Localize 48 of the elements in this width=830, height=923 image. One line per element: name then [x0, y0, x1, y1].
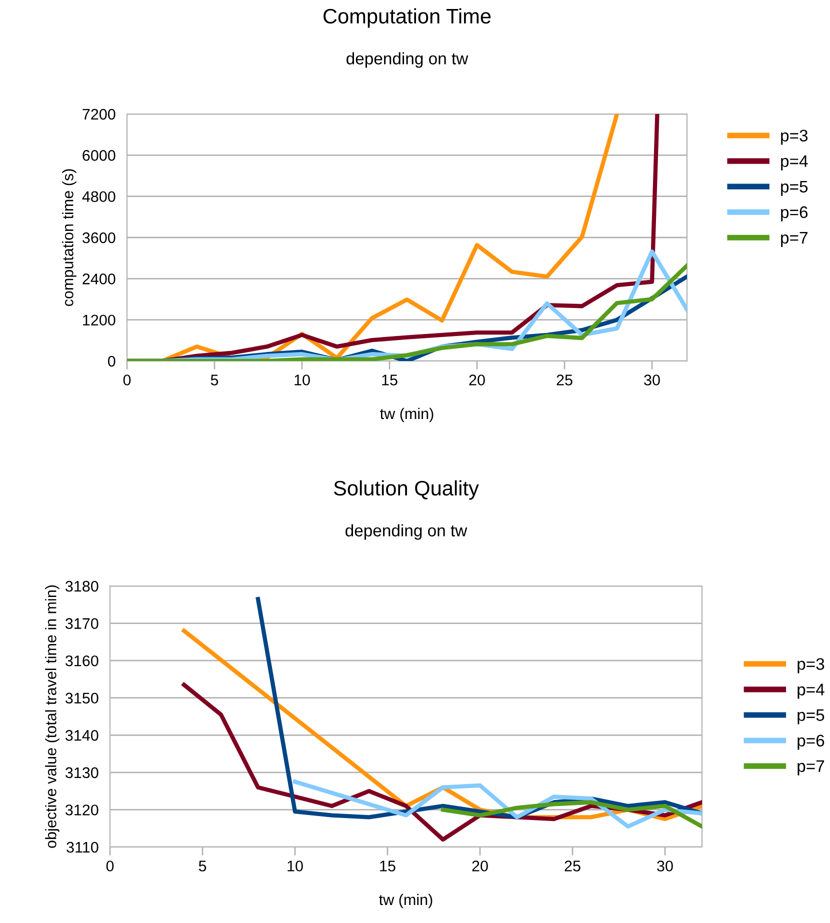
legend-label: p=5	[781, 180, 808, 196]
x-tick-label: 30	[657, 860, 673, 872]
y-tick-label: 3160	[65, 655, 98, 666]
y-tick-label: 1200	[83, 314, 116, 326]
x-tick-label: 15	[380, 860, 396, 872]
y-tick-label: 3150	[65, 692, 98, 704]
y-tick-label: 3140	[65, 730, 98, 741]
y-tick-label: 3170	[65, 618, 98, 629]
y-tick-label: 0	[108, 356, 116, 367]
legend-label: p=4	[781, 155, 808, 170]
x-axis-title: tw (min)	[380, 408, 434, 422]
y-axis-title: objective value (total travel time in min)	[45, 585, 60, 848]
legend-label: p=3	[798, 658, 824, 674]
y-axis-title: computation time (s)	[62, 169, 76, 306]
y-tick-label: 3120	[65, 804, 98, 816]
y-tick-label: 7200	[82, 108, 116, 120]
x-tick-label: 30	[644, 374, 660, 386]
x-tick-label: 10	[288, 860, 303, 872]
y-tick-label: 4800	[82, 191, 116, 202]
legend-label: p=3	[781, 130, 808, 145]
chart-title: Solution Quality	[334, 480, 479, 500]
y-tick-label: 3600	[82, 232, 116, 244]
legend-label: p=4	[798, 684, 824, 699]
x-tick-label: 25	[556, 374, 572, 386]
y-tick-label: 3180	[65, 580, 98, 592]
x-tick-label: 5	[210, 374, 218, 386]
x-tick-label: 0	[123, 374, 131, 386]
legend-label: p=5	[798, 709, 824, 724]
line-series	[292, 780, 702, 829]
x-tick-label: 5	[198, 860, 206, 872]
legend-label: p=6	[798, 734, 824, 750]
y-tick-label: 2400	[82, 274, 116, 284]
x-tick-label: 20	[472, 860, 488, 872]
chart-subtitle: depending on tw	[346, 524, 468, 540]
x-tick-label: 15	[382, 374, 398, 386]
chart-title: Computation Time	[324, 8, 491, 28]
y-tick-label: 3110	[66, 842, 98, 853]
legend-label: p=6	[781, 206, 808, 222]
y-tick-label: 3130	[65, 767, 98, 778]
x-tick-label: 10	[294, 374, 310, 386]
x-tick-label: 25	[564, 860, 580, 872]
legend-label: p=7	[798, 760, 824, 776]
chart-subtitle: depending on tw	[346, 52, 468, 68]
legend-label: p=7	[781, 232, 808, 247]
line-series	[440, 800, 702, 829]
x-tick-label: 20	[469, 374, 485, 386]
x-axis-title: tw (min)	[379, 894, 432, 908]
y-tick-label: 6000	[82, 150, 116, 161]
